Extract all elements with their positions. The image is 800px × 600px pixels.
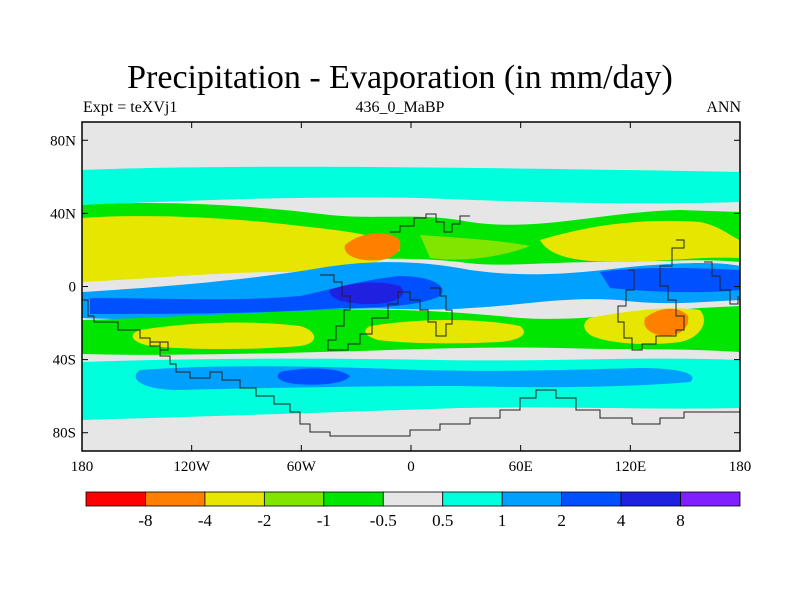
- colorbar-label: -2: [257, 511, 271, 530]
- colorbar-label: 4: [617, 511, 626, 530]
- north-lime-area: [420, 235, 530, 260]
- x-tick-label: 180: [71, 459, 94, 475]
- colorbar-swatch: [382, 491, 444, 507]
- south-deep-blue-patch: [277, 368, 350, 385]
- coastline-island: [150, 341, 169, 351]
- colorbar-label: -1: [317, 511, 331, 530]
- coastlines: [82, 213, 740, 437]
- antarctic-neutral: [82, 413, 740, 451]
- colorbar-swatch: [620, 491, 681, 507]
- coastline-eastern: [617, 239, 685, 351]
- coastline-far-east: [704, 261, 739, 305]
- coastline-western: [82, 299, 633, 437]
- colorbar-swatch: [442, 491, 503, 507]
- time-label: 436_0_MaBP: [355, 99, 445, 116]
- colorbar-label: -0.5: [370, 511, 397, 530]
- x-tick-label: 180: [729, 459, 752, 475]
- colorbar: -8 -4 -2 -1 -0.5 0.5 1 2 4 8: [85, 491, 741, 530]
- season-label: ANN: [706, 99, 741, 116]
- y-tick-label: 0: [69, 280, 77, 296]
- north-yellow-area-east: [540, 220, 740, 262]
- south-yellow-area-mid: [365, 320, 524, 344]
- pme-field: [82, 122, 740, 451]
- plot-title: Precipitation - Evaporation (in mm/day): [127, 59, 673, 96]
- equatorial-deep-blue-east: [600, 268, 740, 293]
- colorbar-swatch: [263, 491, 325, 507]
- south-blue-belt: [135, 366, 693, 390]
- x-tick-label: 120E: [614, 459, 646, 475]
- y-tick-label: 40S: [53, 353, 76, 369]
- x-tick-label: 60E: [509, 459, 533, 475]
- longitude-axis: 180 120W 60W 0 60E 120E 180: [71, 122, 752, 475]
- x-tick-label: 0: [407, 459, 415, 475]
- colorbar-swatch: [85, 491, 146, 507]
- colorbar-label: 0.5: [432, 511, 453, 530]
- colorbar-label: 1: [498, 511, 507, 530]
- south-yellow-area-west: [132, 322, 315, 349]
- colorbar-swatch: [561, 491, 622, 507]
- coastline-south-east: [632, 411, 740, 425]
- y-tick-label: 80S: [53, 426, 76, 442]
- north-dry-patch: [344, 233, 401, 261]
- colorbar-swatch: [204, 491, 265, 507]
- y-tick-label: 40N: [50, 206, 76, 222]
- colorbar-swatch: [323, 491, 384, 507]
- coastline-central: [320, 274, 453, 351]
- colorbar-swatch: [501, 491, 563, 507]
- y-tick-label: 80N: [50, 133, 76, 149]
- north-cyan-band: [82, 166, 740, 205]
- experiment-label: Expt = teXVj1: [83, 99, 178, 116]
- colorbar-label: -4: [198, 511, 213, 530]
- latitude-axis: 80N 40N 0 40S 80S: [50, 133, 740, 442]
- coastline-northern: [390, 213, 470, 233]
- colorbar-label: 8: [676, 511, 685, 530]
- equatorial-dark-blue-core: [329, 282, 404, 304]
- colorbar-label: 2: [557, 511, 566, 530]
- x-tick-label: 120W: [173, 459, 211, 475]
- north-yellow-area-west: [82, 216, 400, 282]
- x-tick-label: 60W: [287, 459, 317, 475]
- colorbar-swatch: [145, 491, 206, 507]
- colorbar-swatch: [680, 491, 741, 507]
- colorbar-label: -8: [138, 511, 152, 530]
